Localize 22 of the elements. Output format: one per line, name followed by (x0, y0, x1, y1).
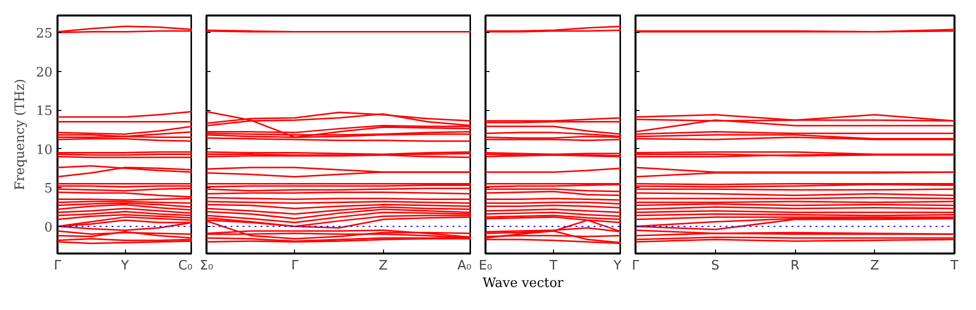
y-tick-label: 20 (36, 65, 53, 80)
x-tick-label: Σ₀ (200, 258, 214, 274)
x-tick-label: T (950, 258, 959, 274)
y-tick-label: 5 (44, 182, 53, 197)
y-tick-label: 0 (44, 220, 53, 236)
x-tick-label: Y (120, 258, 130, 274)
x-tick-label: T (548, 258, 558, 274)
x-tick-label: R (790, 258, 800, 274)
x-tick-label: Z (378, 258, 388, 274)
x-tick-label: E₀ (478, 258, 492, 274)
x-tick-label: A₀ (457, 258, 472, 274)
y-tick-label: 15 (36, 104, 53, 120)
x-tick-label: Γ (54, 258, 62, 274)
y-axis-title: Frequency (THz) (12, 78, 28, 190)
y-tick-label: 25 (36, 26, 53, 42)
y-tick-label: 10 (36, 142, 53, 158)
x-tick-label: Z (870, 258, 880, 274)
x-tick-label: Γ (632, 258, 640, 274)
x-tick-label: C₀ (178, 258, 193, 274)
x-axis-title: Wave vector (482, 275, 564, 293)
x-tick-label: S (711, 258, 720, 274)
x-tick-label: Γ (291, 258, 300, 274)
